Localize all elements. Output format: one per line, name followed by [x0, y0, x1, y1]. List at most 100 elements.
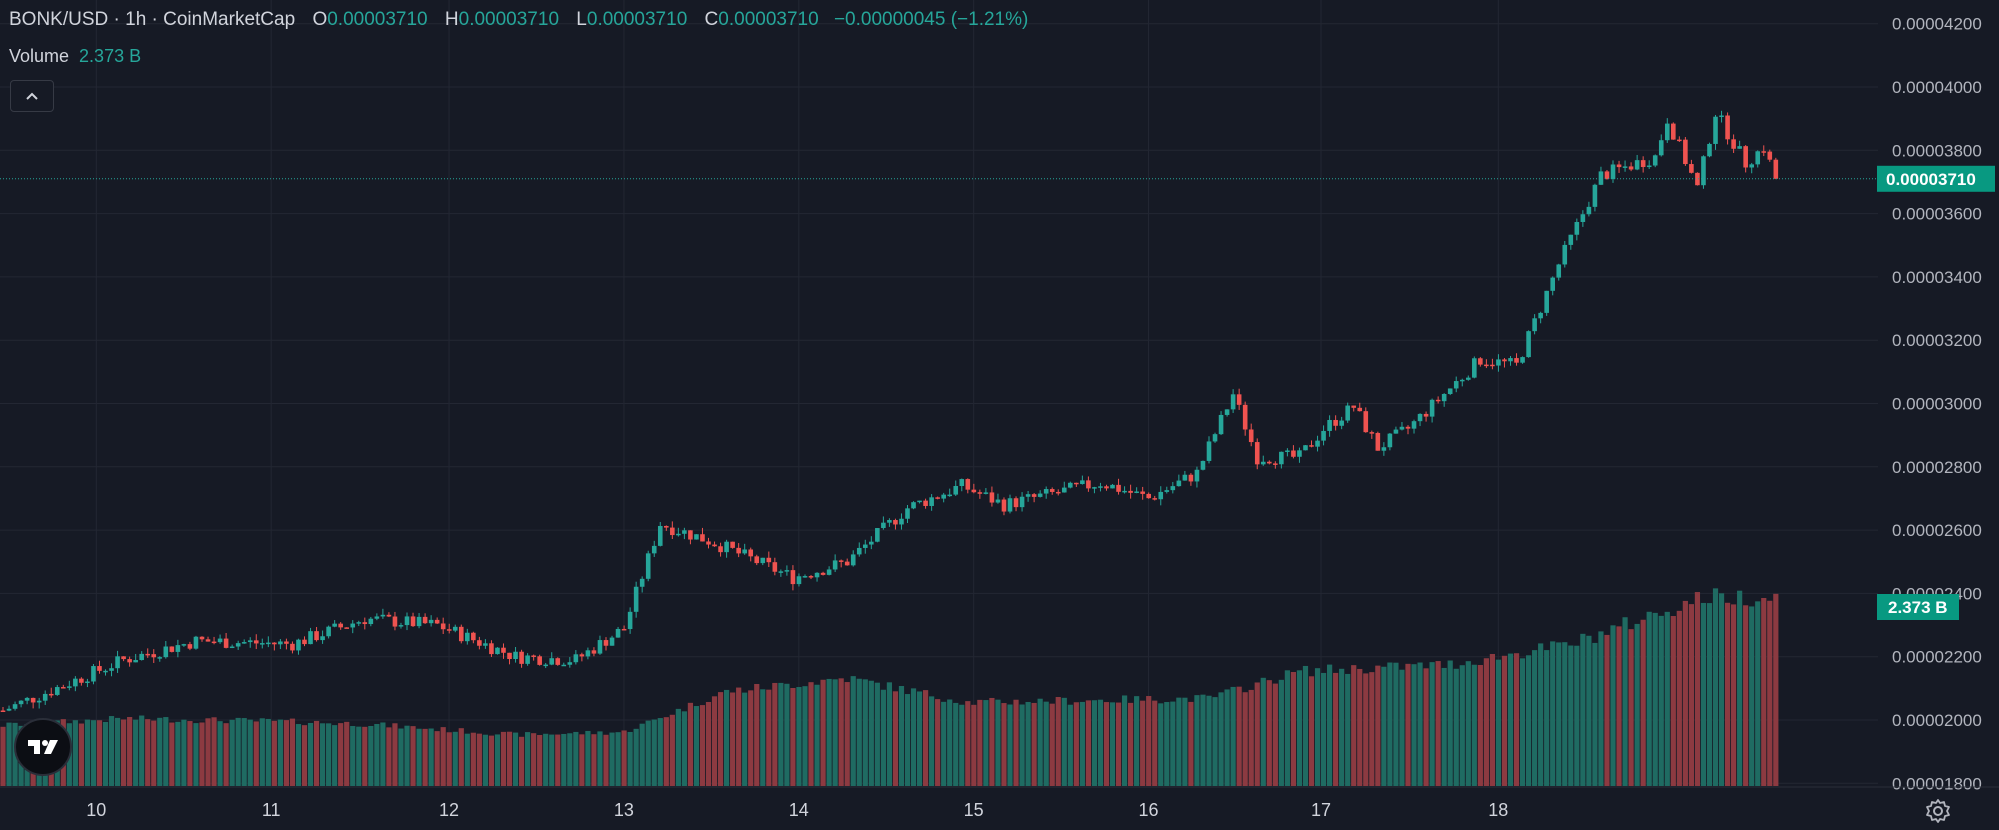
volume-bar: [796, 687, 802, 786]
volume-bar: [760, 689, 766, 786]
candle-body: [1116, 484, 1121, 492]
volume-bar: [1550, 641, 1556, 786]
volume-bar: [72, 720, 78, 786]
volume-bar: [1013, 699, 1019, 786]
volume-bar: [247, 719, 253, 786]
volume-bar: [145, 719, 151, 786]
volume-bar: [1140, 700, 1146, 786]
candle-body: [229, 646, 235, 649]
candle-body: [929, 497, 934, 506]
candle-body: [1333, 419, 1338, 426]
volume-bar: [916, 691, 923, 786]
time-axis: 10 11 12 13 14 15 16 17 18: [0, 786, 1999, 820]
candle-body: [971, 489, 977, 493]
candle-body: [1568, 234, 1574, 245]
volume-bar: [338, 723, 344, 786]
volume-bar: [663, 717, 669, 786]
candle-body: [543, 664, 548, 667]
candle-body: [12, 704, 18, 709]
volume-bar: [1453, 668, 1459, 786]
volume-bar: [814, 684, 820, 786]
volume-bar: [1459, 665, 1465, 786]
candle-body: [1031, 494, 1037, 497]
candle-body: [555, 658, 561, 665]
candle-body: [1248, 429, 1254, 443]
volume-bar: [1242, 692, 1248, 786]
time-tick-label: 17: [1311, 800, 1331, 820]
volume-bar: [850, 676, 856, 786]
volume-bar: [1767, 600, 1773, 786]
candle-body: [1242, 404, 1248, 430]
price-tick-label: 0.00003800: [1892, 141, 1982, 160]
candle-body: [1200, 460, 1206, 470]
volume-bar: [1423, 668, 1429, 786]
candle-body: [471, 632, 476, 641]
candle-body: [1622, 166, 1628, 168]
candle-body: [1061, 487, 1067, 493]
volume-bar: [1532, 650, 1538, 786]
volume-bar: [1007, 704, 1013, 786]
candle-body: [1598, 171, 1604, 185]
volume-bar: [693, 706, 700, 786]
candle-body: [603, 640, 609, 646]
volume-bar: [724, 689, 730, 786]
volume-bar: [862, 679, 868, 786]
candle-body: [507, 652, 512, 660]
candle-body: [657, 525, 663, 546]
candle-body: [1689, 164, 1694, 173]
candle-body: [278, 641, 283, 645]
volume-bar: [181, 719, 187, 786]
candle-body: [778, 571, 784, 573]
gear-icon[interactable]: [1925, 798, 1951, 824]
volume-bar: [1513, 653, 1520, 786]
candle-body: [1490, 364, 1495, 367]
candle-body: [1441, 393, 1447, 402]
volume-bar: [1604, 634, 1610, 786]
volume-bar: [705, 701, 712, 786]
volume-bar: [561, 733, 567, 786]
candle-body: [633, 586, 639, 612]
time-tick-label: 10: [86, 800, 106, 820]
volume-bar: [1773, 593, 1779, 786]
candle-body: [1604, 171, 1610, 179]
candle-body: [452, 626, 458, 631]
volume-bar: [603, 734, 609, 786]
candle-body: [428, 619, 434, 624]
volume-bar: [1182, 697, 1188, 786]
volume-bar: [1333, 672, 1339, 786]
candle-body: [1369, 432, 1375, 434]
candle-body: [362, 622, 368, 625]
candle-body: [410, 616, 416, 627]
candle-body: [1339, 420, 1344, 426]
candle-body: [163, 646, 169, 658]
volume-bar: [1369, 672, 1375, 786]
candle-body: [869, 541, 874, 545]
candle-body: [862, 544, 868, 548]
volume-bar: [868, 680, 874, 786]
volume-bar: [500, 731, 507, 786]
tradingview-logo[interactable]: [14, 718, 72, 776]
volume-bar: [0, 726, 6, 786]
candle-body: [1472, 358, 1477, 378]
candle-body: [1526, 331, 1531, 358]
price-tick-label: 0.00002600: [1892, 521, 1982, 540]
volume-bar: [1393, 662, 1399, 786]
volume-bar: [139, 715, 145, 786]
volume-bar: [6, 722, 12, 786]
candle-body: [308, 631, 313, 645]
volume-bar: [1556, 642, 1562, 786]
volume-bar: [1248, 689, 1254, 786]
volume-bar: [84, 719, 91, 786]
candle-body: [157, 657, 163, 659]
candle-body: [1435, 399, 1441, 402]
candle-body: [1683, 139, 1688, 165]
candle-body: [1375, 432, 1381, 451]
candle-body: [266, 642, 271, 645]
volume-bar: [778, 682, 784, 786]
candle-body: [1170, 486, 1176, 491]
candle-body: [1055, 491, 1061, 494]
candle-body: [175, 645, 181, 652]
collapse-legend-button[interactable]: [10, 80, 54, 112]
volume-bar: [1152, 700, 1158, 786]
